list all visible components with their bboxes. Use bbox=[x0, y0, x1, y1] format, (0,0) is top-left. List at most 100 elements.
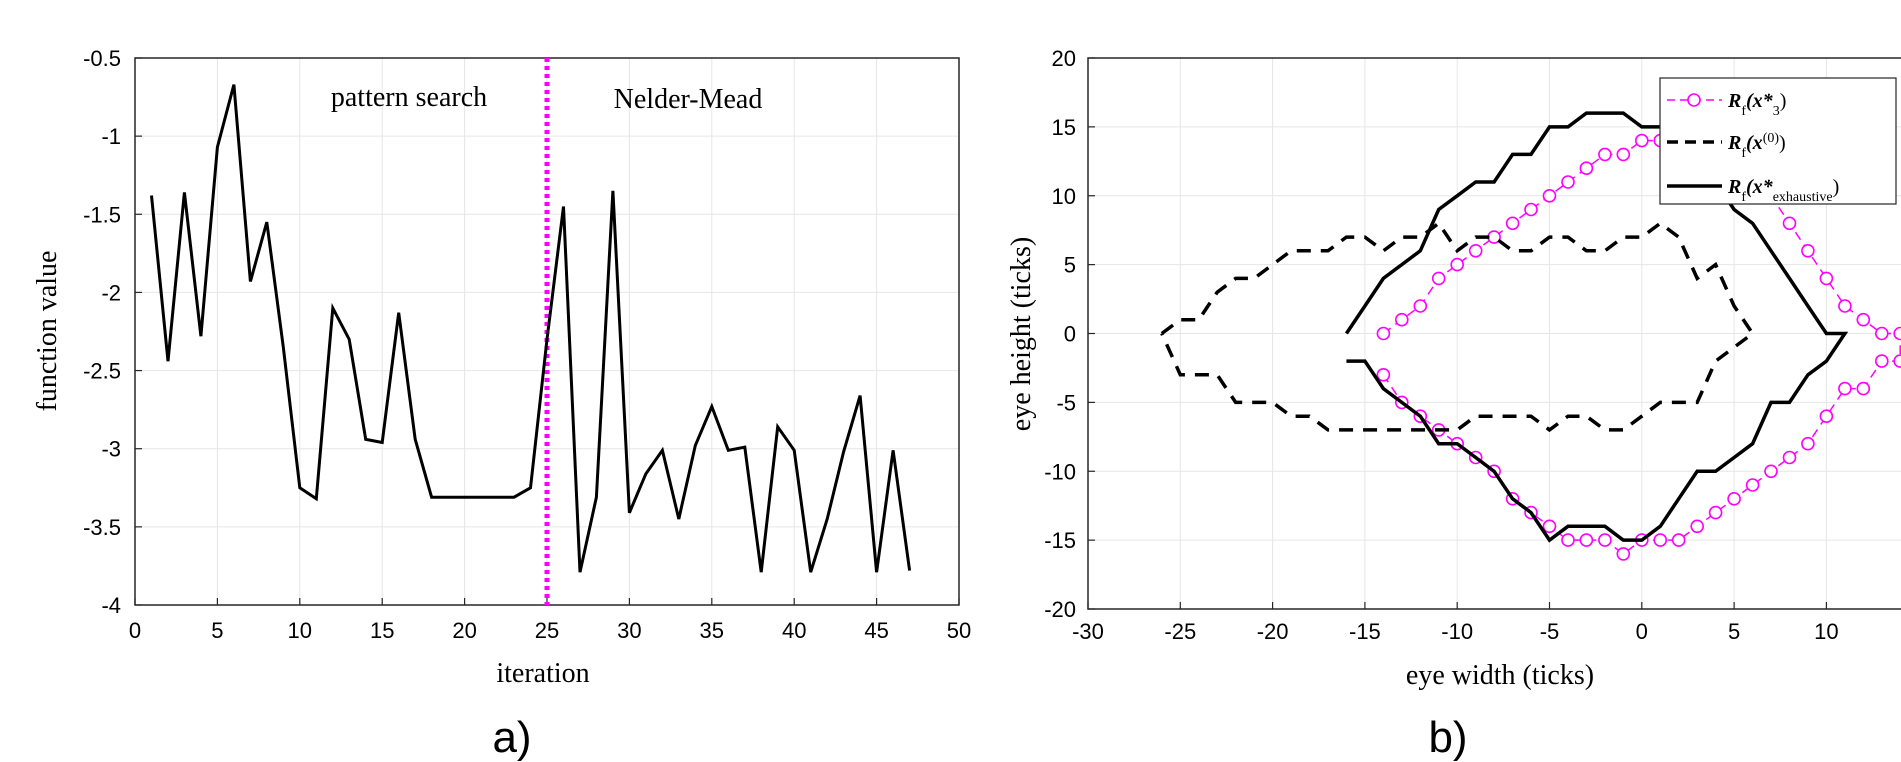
series-marker bbox=[1376, 367, 1391, 382]
x-tick-label: 20 bbox=[452, 618, 476, 643]
chart-b-ylabel: eye height (ticks) bbox=[1006, 237, 1037, 431]
x-tick-label: -15 bbox=[1349, 619, 1381, 644]
series-marker bbox=[1893, 354, 1901, 368]
series-marker bbox=[1468, 244, 1483, 258]
series-marker bbox=[1505, 216, 1520, 231]
series-marker bbox=[1598, 147, 1612, 162]
series-marker bbox=[1875, 354, 1889, 368]
x-tick-label: 15 bbox=[370, 618, 394, 643]
y-tick-label: -3.5 bbox=[83, 515, 121, 540]
x-tick-label: -5 bbox=[1540, 619, 1560, 644]
legend-label: Rf(x(0)) bbox=[1727, 131, 1786, 161]
series-marker bbox=[1819, 409, 1834, 424]
series-marker bbox=[1579, 533, 1594, 547]
x-tick-label: -30 bbox=[1072, 619, 1104, 644]
series-marker bbox=[1838, 381, 1852, 396]
legend-label-part: R bbox=[1727, 90, 1741, 112]
x-tick-label: 0 bbox=[1636, 619, 1648, 644]
y-tick-label: -3 bbox=[101, 437, 121, 462]
series-marker bbox=[1782, 450, 1797, 465]
y-tick-label: -2 bbox=[101, 280, 121, 305]
series-marker bbox=[1708, 505, 1723, 520]
x-tick-label: 50 bbox=[947, 618, 971, 643]
legend-label-part: (0) bbox=[1763, 131, 1780, 146]
chart-a-y-ticks: -0.5 -1 -1.5 -2 -2.5 -3 -3.5 -4 bbox=[83, 46, 142, 618]
x-tick-label: 25 bbox=[535, 618, 559, 643]
x-tick-label: -25 bbox=[1164, 619, 1196, 644]
chart-a-ylabel: function value bbox=[32, 251, 63, 412]
x-tick-label: -20 bbox=[1257, 619, 1289, 644]
y-tick-label: -4 bbox=[101, 593, 121, 618]
chart-a-annotation-nelder-mead: Nelder-Mead bbox=[614, 84, 763, 115]
series-marker bbox=[1561, 533, 1575, 547]
legend-label-part: f bbox=[1741, 190, 1746, 205]
series-marker bbox=[1801, 244, 1815, 258]
y-tick-label: -15 bbox=[1044, 528, 1076, 553]
chart-b-x-ticks: -30 -25 -20 -15 -10 -5 0 5 10 bbox=[1072, 602, 1839, 644]
series-marker bbox=[1598, 533, 1612, 547]
legend-marker bbox=[1687, 93, 1701, 107]
chart-a-xlabel: iteration bbox=[496, 658, 589, 689]
legend-label-part: ) bbox=[1779, 132, 1786, 154]
series-marker bbox=[1395, 312, 1409, 327]
legend-label-part: ) bbox=[1833, 176, 1840, 198]
legend-label-part: (x bbox=[1746, 132, 1763, 154]
x-tick-label: 45 bbox=[864, 618, 888, 643]
series-line bbox=[150, 84, 912, 573]
series-marker bbox=[1616, 547, 1631, 561]
x-tick-label: 5 bbox=[211, 618, 223, 643]
series-marker bbox=[1616, 147, 1631, 162]
series-marker bbox=[1376, 326, 1391, 341]
x-tick-label: 0 bbox=[129, 618, 141, 643]
y-tick-label: -0.5 bbox=[83, 46, 121, 71]
chart-b-series bbox=[1160, 111, 1901, 561]
series-dashed-circle-line bbox=[1382, 139, 1901, 555]
series-marker bbox=[1635, 133, 1649, 148]
chart-b-caption: b) bbox=[1428, 713, 1467, 762]
series-marker bbox=[1690, 519, 1704, 534]
legend-label-part: f bbox=[1741, 104, 1746, 119]
series-marker bbox=[1450, 257, 1464, 272]
y-tick-label: -10 bbox=[1044, 459, 1076, 484]
series-marker bbox=[1671, 533, 1686, 547]
x-tick-label: -10 bbox=[1441, 619, 1473, 644]
series-marker bbox=[1431, 271, 1446, 286]
series-marker bbox=[1579, 161, 1594, 175]
chart-a-caption: a) bbox=[492, 713, 531, 762]
chart-b-y-ticks: 20 15 10 5 0 -5 -10 -15 -20 bbox=[1044, 46, 1095, 622]
x-tick-label: 10 bbox=[288, 618, 312, 643]
panel-a: 0 5 10 15 20 25 30 35 40 45 50 -0.5-1-1.5-2-2.5-3-… bbox=[32, 46, 971, 762]
series-solid-line bbox=[1344, 111, 1849, 543]
y-tick-label: -2.5 bbox=[83, 359, 121, 384]
legend-label: Rf(x*3) bbox=[1727, 90, 1786, 119]
y-tick-label: -20 bbox=[1044, 597, 1076, 622]
series-marker bbox=[1819, 271, 1834, 286]
series-marker bbox=[1542, 189, 1557, 203]
legend-label-part: (x* bbox=[1746, 90, 1774, 112]
legend-label-part: (x* bbox=[1746, 176, 1774, 198]
series-marker bbox=[1764, 464, 1778, 479]
x-tick-label: 30 bbox=[617, 618, 641, 643]
y-tick-label: 20 bbox=[1052, 46, 1076, 71]
chart-b-xlabel: eye width (ticks) bbox=[1406, 660, 1594, 691]
legend-label-part: 3 bbox=[1773, 104, 1780, 119]
series-marker bbox=[1838, 299, 1852, 313]
y-tick-label: 5 bbox=[1064, 253, 1076, 278]
legend-label-part: exhaustive bbox=[1773, 190, 1833, 205]
series-marker bbox=[1524, 202, 1538, 217]
x-tick-label: 10 bbox=[1814, 619, 1838, 644]
chart-a-annotation-pattern-search: pattern search bbox=[331, 82, 487, 113]
series-marker bbox=[1856, 381, 1871, 396]
y-tick-label: -1.5 bbox=[83, 202, 121, 227]
legend-label-part: R bbox=[1727, 176, 1741, 198]
legend-label: Rf(x*exhaustive) bbox=[1727, 176, 1839, 205]
series-marker bbox=[1782, 216, 1797, 231]
chart-a-x-ticks: 0 5 10 15 20 25 30 35 40 45 50 bbox=[129, 598, 971, 643]
legend-label-part: f bbox=[1741, 146, 1746, 161]
y-tick-label: -1 bbox=[101, 124, 121, 149]
series-marker bbox=[1727, 491, 1741, 506]
series-marker bbox=[1542, 519, 1557, 534]
y-tick-label: 15 bbox=[1052, 115, 1076, 140]
x-tick-label: 35 bbox=[700, 618, 724, 643]
